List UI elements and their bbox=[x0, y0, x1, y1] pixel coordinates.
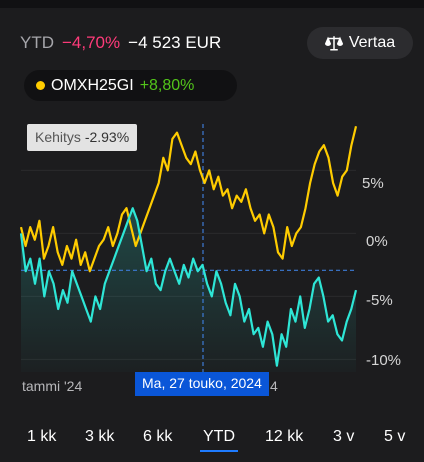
tooltip-value: -2.93% bbox=[84, 129, 130, 145]
y-tick-label: -5% bbox=[366, 292, 393, 309]
index-name: OMXH25GI bbox=[51, 76, 134, 94]
compare-label: Vertaa bbox=[348, 34, 396, 51]
change-amount: −4 523 EUR bbox=[128, 33, 222, 52]
change-percent: −4,70% bbox=[62, 33, 121, 52]
portfolio-area-fill bbox=[21, 208, 356, 372]
scale-icon bbox=[324, 36, 343, 51]
tab-ytd[interactable]: YTD bbox=[200, 428, 238, 452]
x-axis-end-label: 4 bbox=[270, 378, 278, 394]
x-axis-start-label: tammi '24 bbox=[22, 378, 83, 394]
compare-button[interactable]: Vertaa bbox=[307, 27, 413, 59]
tab-3kk[interactable]: 3 kk bbox=[85, 428, 115, 445]
series-line-index bbox=[19, 126, 358, 273]
performance-summary: YTD −4,70% −4 523 EUR bbox=[20, 33, 221, 55]
tab-1kk[interactable]: 1 kk bbox=[27, 428, 57, 445]
y-tick-label: -10% bbox=[366, 352, 402, 369]
tab-6kk[interactable]: 6 kk bbox=[143, 428, 173, 445]
top-strip bbox=[0, 0, 424, 8]
value-tooltip: Kehitys -2.93% bbox=[27, 124, 138, 151]
tab-5v[interactable]: 5 v bbox=[384, 428, 406, 445]
index-change: +8,80% bbox=[139, 76, 195, 94]
tab-3v[interactable]: 3 v bbox=[333, 428, 355, 445]
period-tabs: 1 kk 3 kk 6 kk YTD 12 kk 3 v 5 v bbox=[0, 428, 424, 452]
tooltip-label: Kehitys bbox=[35, 129, 81, 145]
selected-date-badge: Ma, 27 touko, 2024 bbox=[135, 372, 269, 396]
series-line-portfolio bbox=[19, 207, 358, 367]
performance-chart[interactable] bbox=[0, 110, 424, 410]
index-chip[interactable]: OMXH25GI +8,80% bbox=[24, 70, 237, 101]
index-color-dot bbox=[36, 81, 45, 90]
tab-12kk[interactable]: 12 kk bbox=[265, 428, 304, 445]
y-tick-label: 5% bbox=[362, 175, 384, 192]
y-tick-label: 0% bbox=[366, 233, 388, 250]
period-label: YTD bbox=[20, 33, 54, 52]
